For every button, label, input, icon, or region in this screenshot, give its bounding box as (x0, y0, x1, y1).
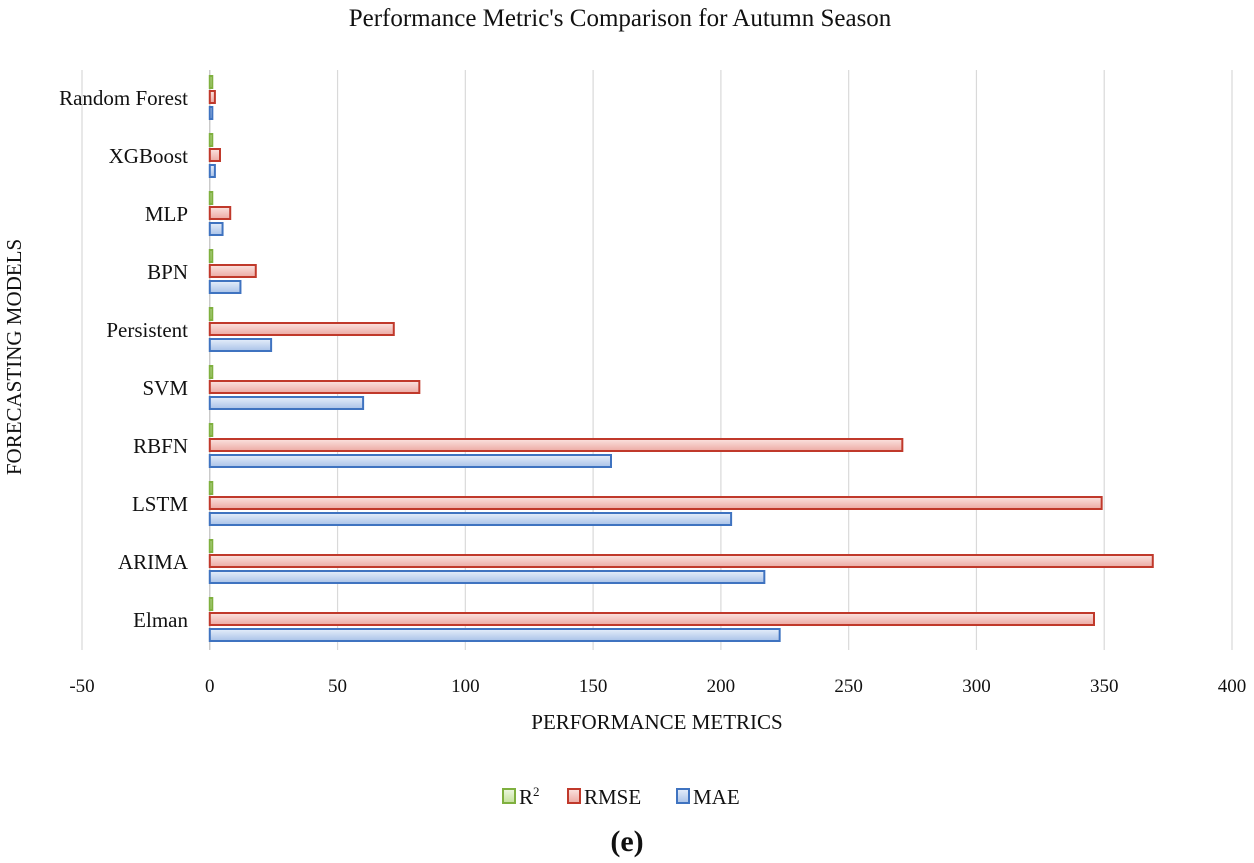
legend-swatch-mae (676, 788, 690, 804)
gridlines (81, 70, 1233, 650)
legend: R2 RMSE MAE (502, 784, 740, 809)
bar-rmse (208, 496, 1103, 510)
x-tick-label: 250 (834, 676, 863, 697)
category-label: LSTM (132, 492, 188, 516)
bar-r2 (208, 133, 214, 147)
bar-mae (208, 222, 224, 236)
bar-r2 (208, 365, 214, 379)
bar-mae (208, 512, 733, 526)
category-label: ARIMA (118, 550, 189, 574)
x-tick-label: 100 (451, 676, 480, 697)
bar-r2 (208, 539, 214, 553)
category-labels: Random Forest XGBoost MLP BPN Persistent SVM R… (59, 86, 189, 632)
x-tick-labels: -50 0 50 100 150 200 250 300 350 400 (69, 676, 1246, 697)
bar-r2 (208, 191, 214, 205)
category-label: BPN (147, 260, 188, 284)
bar-rmse (208, 148, 221, 162)
category-label: XGBoost (109, 144, 189, 168)
bar-r2 (208, 481, 214, 495)
bar-r2 (208, 249, 214, 263)
bar-r2 (208, 423, 214, 437)
bar-rmse (208, 438, 904, 452)
legend-swatch-r2 (502, 788, 516, 804)
bar-rmse (208, 380, 421, 394)
bar-rmse (208, 554, 1154, 568)
y-axis-label: FORECASTING MODELS (2, 239, 26, 475)
bar-rmse (208, 206, 232, 220)
bar-rmse (208, 612, 1095, 626)
category-label: Elman (133, 608, 188, 632)
x-tick-label: 350 (1090, 676, 1119, 697)
x-axis-label: PERFORMANCE METRICS (531, 710, 782, 734)
x-tick-label: -50 (69, 676, 94, 697)
bar-rmse (208, 322, 395, 336)
category-label: MLP (145, 202, 188, 226)
bar-rmse (208, 90, 216, 104)
x-tick-label: 150 (579, 676, 608, 697)
figure-caption: (e) (610, 825, 643, 858)
x-tick-label: 0 (205, 676, 215, 697)
x-tick-label: 400 (1218, 676, 1247, 697)
bar-mae (208, 570, 766, 584)
bar-mae (208, 106, 214, 120)
category-label: RBFN (133, 434, 188, 458)
bar-r2 (208, 597, 214, 611)
legend-swatch-rmse (567, 788, 581, 804)
bar-mae (208, 628, 781, 642)
chart-title: Performance Metric's Comparison for Autu… (349, 5, 892, 32)
legend-label-r2: R2 (519, 784, 540, 809)
bar-r2 (208, 75, 214, 89)
x-tick-label: 300 (962, 676, 991, 697)
category-label: SVM (142, 376, 188, 400)
x-tick-label: 200 (707, 676, 736, 697)
bar-mae (208, 454, 612, 468)
bars (208, 75, 1154, 642)
bar-rmse (208, 264, 257, 278)
legend-label-mae: MAE (693, 785, 740, 809)
category-label: Random Forest (59, 86, 188, 110)
bar-mae (208, 164, 216, 178)
bar-r2 (208, 307, 214, 321)
bar-mae (208, 396, 365, 410)
category-label: Persistent (106, 318, 188, 342)
x-tick-label: 50 (328, 676, 347, 697)
bar-mae (208, 280, 242, 294)
bar-mae (208, 338, 273, 352)
legend-label-rmse: RMSE (584, 785, 641, 809)
